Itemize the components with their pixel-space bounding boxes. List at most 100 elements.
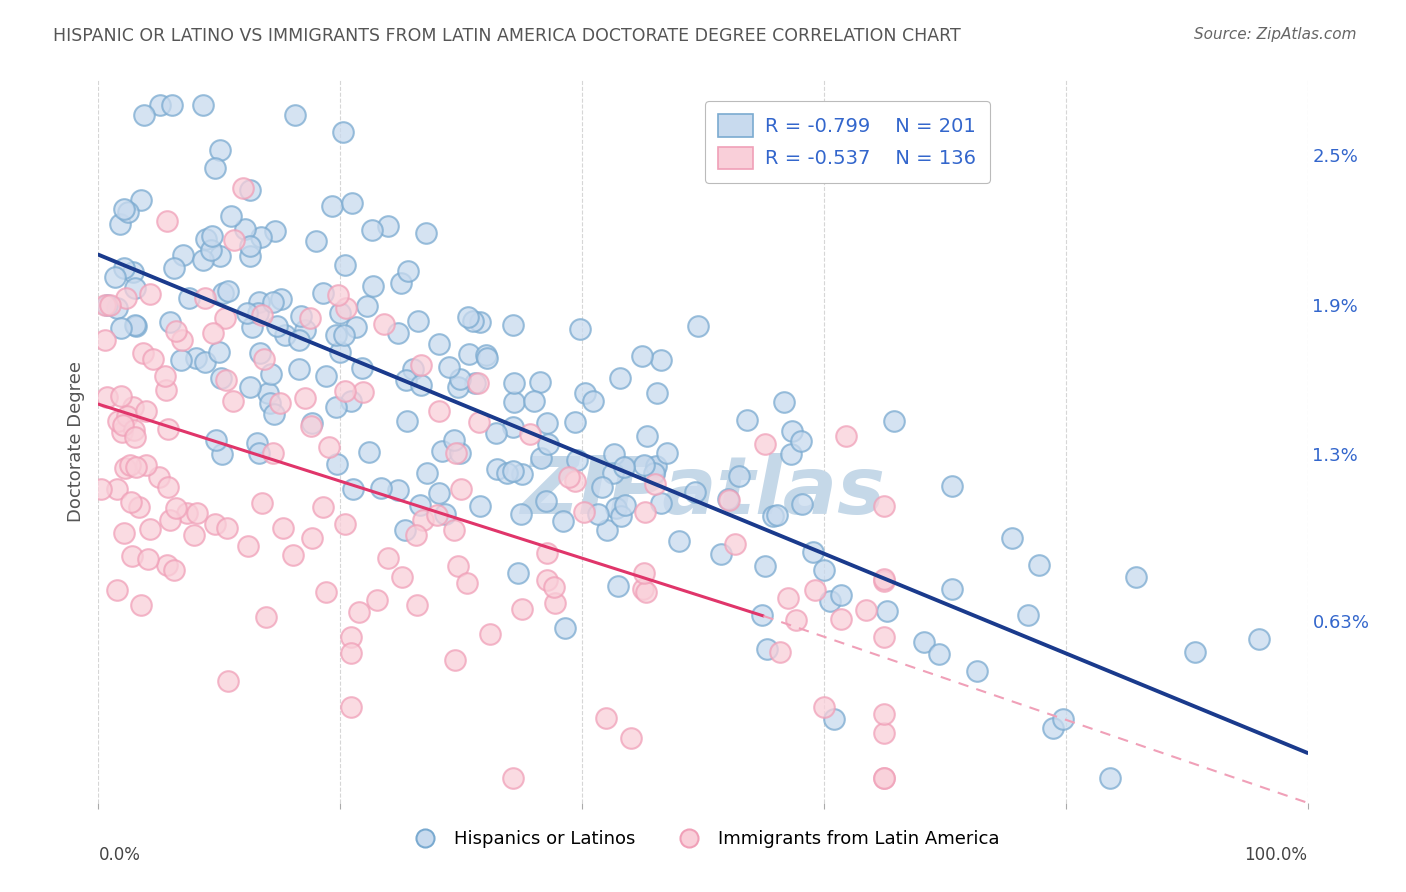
Point xyxy=(415,466,437,480)
Point xyxy=(406,314,429,328)
Point xyxy=(377,219,399,233)
Point xyxy=(633,582,655,597)
Point xyxy=(219,209,242,223)
Point xyxy=(208,345,231,359)
Point xyxy=(148,470,170,484)
Point xyxy=(437,359,460,374)
Point xyxy=(790,434,813,448)
Point xyxy=(246,435,269,450)
Point xyxy=(607,579,630,593)
Point xyxy=(502,318,524,333)
Point xyxy=(124,430,146,444)
Point xyxy=(395,373,418,387)
Point xyxy=(449,371,471,385)
Point xyxy=(124,281,146,295)
Point xyxy=(105,301,128,315)
Text: Source: ZipAtlas.com: Source: ZipAtlas.com xyxy=(1194,27,1357,42)
Point xyxy=(792,496,814,510)
Point xyxy=(254,610,277,624)
Point xyxy=(112,202,135,216)
Point xyxy=(172,333,194,347)
Point xyxy=(312,500,335,515)
Point xyxy=(569,322,592,336)
Point xyxy=(122,400,145,414)
Point xyxy=(803,582,825,597)
Point xyxy=(301,532,323,546)
Point xyxy=(503,395,526,409)
Point xyxy=(409,358,432,372)
Point xyxy=(120,495,142,509)
Point xyxy=(122,265,145,279)
Point xyxy=(496,466,519,480)
Point xyxy=(342,482,364,496)
Point xyxy=(737,413,759,427)
Point xyxy=(326,458,349,472)
Point xyxy=(193,98,215,112)
Point xyxy=(769,645,792,659)
Point xyxy=(350,361,373,376)
Point xyxy=(170,353,193,368)
Point xyxy=(252,496,274,510)
Point xyxy=(434,507,457,521)
Point xyxy=(290,309,312,323)
Point xyxy=(129,193,152,207)
Point xyxy=(201,326,224,341)
Point xyxy=(111,425,134,440)
Point xyxy=(366,593,388,607)
Point xyxy=(209,370,232,384)
Point xyxy=(299,419,322,434)
Point xyxy=(294,391,316,405)
Point xyxy=(172,247,194,261)
Point xyxy=(457,310,479,324)
Point xyxy=(194,355,217,369)
Point xyxy=(502,464,524,478)
Point xyxy=(785,613,807,627)
Point xyxy=(112,418,135,433)
Point xyxy=(519,426,541,441)
Point xyxy=(239,380,262,394)
Point xyxy=(655,446,678,460)
Point xyxy=(288,361,311,376)
Point xyxy=(633,566,655,580)
Point xyxy=(536,416,558,430)
Point xyxy=(129,599,152,613)
Point xyxy=(333,384,356,398)
Point xyxy=(121,549,143,563)
Point xyxy=(801,545,824,559)
Point xyxy=(449,446,471,460)
Point xyxy=(502,771,524,785)
Point xyxy=(262,294,284,309)
Point xyxy=(780,448,803,462)
Point xyxy=(176,506,198,520)
Point xyxy=(98,298,121,312)
Point xyxy=(409,377,432,392)
Point xyxy=(564,474,586,488)
Point xyxy=(128,500,150,514)
Point xyxy=(159,315,181,329)
Point xyxy=(298,310,321,325)
Point xyxy=(125,318,148,333)
Point xyxy=(333,517,356,532)
Point xyxy=(391,570,413,584)
Point xyxy=(564,415,586,429)
Point xyxy=(387,326,409,340)
Point xyxy=(456,576,478,591)
Point xyxy=(470,500,492,514)
Point xyxy=(602,447,624,461)
Point xyxy=(686,319,709,334)
Point xyxy=(112,526,135,541)
Point xyxy=(467,376,489,391)
Point xyxy=(427,403,450,417)
Point xyxy=(215,521,238,535)
Point xyxy=(200,229,222,244)
Point xyxy=(1249,632,1271,646)
Point xyxy=(536,574,558,588)
Point xyxy=(252,309,274,323)
Point xyxy=(165,324,187,338)
Point xyxy=(406,598,429,612)
Text: ZIPatlas: ZIPatlas xyxy=(520,453,886,531)
Point xyxy=(270,293,292,307)
Point xyxy=(132,345,155,359)
Point xyxy=(883,414,905,428)
Point xyxy=(405,528,427,542)
